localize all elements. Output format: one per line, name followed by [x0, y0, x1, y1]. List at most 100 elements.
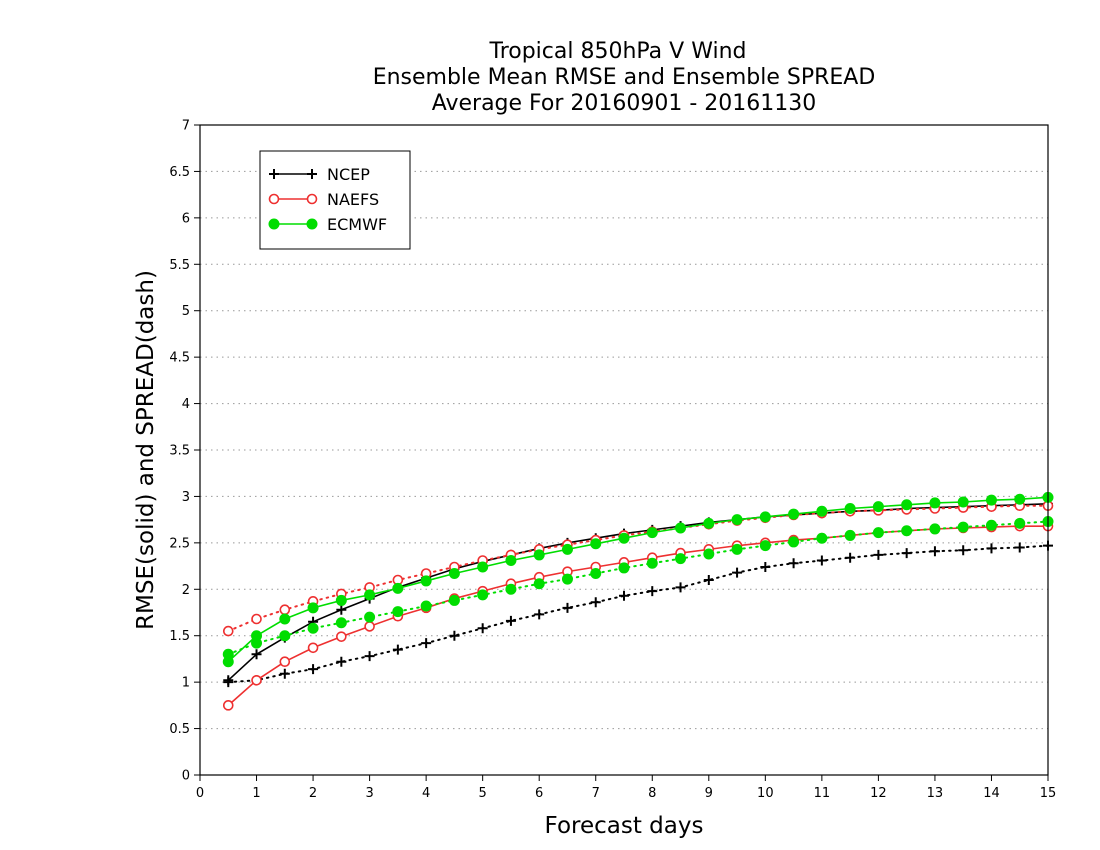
ecmwf-spread-point [590, 568, 602, 579]
naefs-spread-point [251, 613, 262, 625]
ncep-spread-point [590, 597, 601, 608]
tick-layer: 00.511.522.533.544.555.566.570 1 2 3 4 5 6 7 8 9 1… [169, 119, 1056, 802]
ecmwf-rmse-point [872, 501, 884, 513]
ncep-spread-point [449, 630, 460, 641]
ecmwf-spread-point [364, 611, 376, 623]
naefs-rmse-point [336, 631, 347, 642]
ecmwf-rmse-point [731, 514, 743, 526]
ncep-spread-point [534, 609, 545, 620]
legend-naefs-marker [268, 193, 280, 205]
ecmwf-spread-point [759, 540, 771, 552]
ncep-spread-point [873, 549, 884, 560]
chart-title: Tropical 850hPa V Wind Ensemble Mean RMS… [373, 39, 876, 116]
ncep-spread-point [986, 543, 997, 554]
ecmwf-rmse-point [420, 575, 432, 587]
x-tick-label: 10 [757, 786, 774, 801]
y-tick-label: 2 [182, 583, 190, 598]
ecmwf-spread-point [816, 532, 828, 544]
ecmwf-rmse-point [307, 602, 319, 614]
ecmwf-rmse-point [957, 496, 969, 508]
ecmwf-rmse-point [703, 517, 715, 529]
ecmwf-rmse-point [759, 511, 771, 523]
ncep-spread-point [279, 668, 290, 679]
x-tick-label: 3 [365, 786, 373, 801]
ecmwf-spread-point [675, 553, 687, 565]
x-tick-label: 13 [927, 786, 944, 801]
ecmwf-rmse-point [505, 555, 517, 566]
title-line-3: Average For 20160901 - 20161130 [432, 91, 817, 116]
ncep-rmse-point [336, 604, 347, 615]
y-tick-label: 0 [182, 769, 190, 784]
ecmwf-spread-point [788, 536, 800, 548]
ecmwf-rmse-point [816, 505, 828, 517]
ecmwf-rmse-point [222, 656, 234, 668]
ecmwf-rmse-point [364, 589, 376, 601]
y-tick-label: 7 [182, 119, 190, 134]
y-tick-label: 4 [182, 397, 190, 412]
ecmwf-spread-point [703, 548, 715, 560]
legend-ncep-label: NCEP [327, 165, 370, 184]
ecmwf-spread-point [957, 521, 969, 533]
x-tick-label: 9 [705, 786, 713, 801]
y-tick-label: 0.5 [169, 722, 190, 737]
legend-ncep-marker [307, 169, 317, 179]
ncep-spread-point [647, 586, 658, 597]
ncep-spread-point [732, 567, 743, 578]
legend-ecmwf-marker [268, 218, 280, 230]
legend-ecmwf-label: ECMWF [327, 215, 387, 234]
ncep-spread-point [562, 602, 573, 613]
ecmwf-rmse-point [392, 582, 404, 594]
x-tick-label: 2 [309, 786, 317, 801]
y-tick-label: 2.5 [169, 536, 190, 551]
grid-layer [200, 170, 1048, 730]
x-tick-label: 12 [870, 786, 887, 801]
legend: NCEP NAEFS ECMWF [259, 150, 411, 250]
ncep-rmse-point [223, 675, 234, 686]
ecmwf-rmse-point [335, 594, 347, 606]
naefs-rmse-point [251, 674, 262, 686]
ecmwf-rmse-point [788, 508, 800, 520]
naefs-spread-line [227, 504, 1049, 633]
ncep-spread-line [227, 544, 1049, 684]
ecmwf-spread-point [279, 630, 291, 642]
legend-naefs-label: NAEFS [327, 190, 379, 209]
ncep-spread-point [901, 548, 912, 559]
ncep-spread-point [619, 590, 629, 601]
ecmwf-rmse-point [1014, 493, 1026, 505]
x-tick-label: 4 [422, 786, 430, 801]
ecmwf-rmse-point [901, 499, 913, 511]
ecmwf-rmse-line [227, 496, 1049, 663]
ecmwf-rmse-point [279, 613, 291, 625]
ncep-spread-point [364, 651, 375, 662]
ncep-spread-point [788, 558, 799, 569]
ecmwf-rmse-point [675, 522, 687, 534]
ecmwf-rmse-point [844, 503, 856, 514]
naefs-rmse-point [307, 642, 319, 654]
ncep-spread-point [760, 562, 771, 572]
title-line-1: Tropical 850hPa V Wind [488, 39, 746, 64]
ecmwf-spread-point [1014, 517, 1026, 529]
ecmwf-spread-point [618, 562, 630, 574]
y-tick-label: 5.5 [169, 258, 190, 273]
naefs-rmse-point [279, 656, 291, 668]
ncep-spread-point [1014, 542, 1025, 553]
ncep-spread-point [392, 644, 403, 655]
ecmwf-rmse-point [590, 538, 602, 550]
x-axis-title: Forecast days [545, 813, 704, 839]
legend-box [259, 150, 411, 250]
ncep-spread-point [929, 546, 940, 557]
ecmwf-spread-point [731, 543, 743, 555]
x-tick-label: 6 [535, 786, 543, 801]
ncep-spread-point [958, 545, 969, 556]
y-tick-label: 1 [182, 676, 190, 691]
ecmwf-rmse-point [533, 549, 545, 561]
ecmwf-spread-point [477, 589, 489, 601]
ecmwf-spread-point [872, 527, 884, 539]
series-layer [222, 491, 1054, 711]
y-tick-label: 3.5 [169, 444, 190, 459]
ecmwf-rmse-point [251, 630, 263, 642]
naefs-rmse-line [227, 525, 1048, 706]
ecmwf-spread-point [335, 617, 347, 629]
y-tick-label: 4.5 [169, 351, 190, 366]
